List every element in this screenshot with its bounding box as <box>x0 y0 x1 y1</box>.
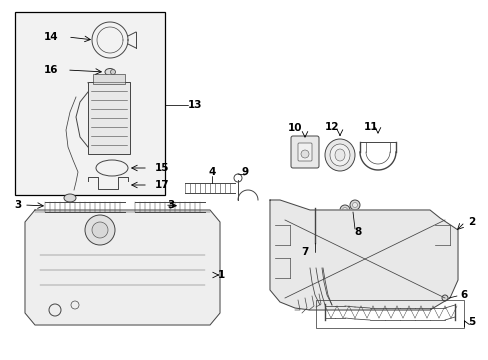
Bar <box>315 300 463 328</box>
Text: 3: 3 <box>15 200 22 210</box>
Bar <box>15 12 164 195</box>
Text: 17: 17 <box>155 180 169 190</box>
Text: 12: 12 <box>324 122 339 132</box>
Polygon shape <box>269 200 457 310</box>
Ellipse shape <box>110 69 115 75</box>
Text: 1: 1 <box>218 270 225 280</box>
Ellipse shape <box>325 139 354 171</box>
Ellipse shape <box>309 225 319 230</box>
Text: 16: 16 <box>43 65 58 75</box>
Circle shape <box>92 222 108 238</box>
FancyBboxPatch shape <box>290 136 318 168</box>
Text: 8: 8 <box>354 227 361 237</box>
Circle shape <box>85 215 115 245</box>
Circle shape <box>352 202 357 207</box>
Polygon shape <box>25 210 220 325</box>
Text: 15: 15 <box>155 163 169 173</box>
Text: 2: 2 <box>467 217 474 227</box>
Text: 4: 4 <box>208 167 215 177</box>
Circle shape <box>347 220 352 225</box>
Text: 5: 5 <box>467 317 474 327</box>
Circle shape <box>345 217 354 227</box>
Circle shape <box>441 295 447 301</box>
Text: 7: 7 <box>301 247 308 257</box>
Ellipse shape <box>329 144 349 166</box>
Text: 3: 3 <box>167 200 174 210</box>
Text: 11: 11 <box>363 122 378 132</box>
Text: 6: 6 <box>459 290 467 300</box>
Ellipse shape <box>334 149 345 161</box>
Ellipse shape <box>105 68 115 76</box>
Text: 14: 14 <box>43 32 58 42</box>
Bar <box>93 74 125 84</box>
Bar <box>88 82 130 154</box>
Circle shape <box>349 200 359 210</box>
Ellipse shape <box>309 213 319 219</box>
Ellipse shape <box>309 234 319 239</box>
FancyBboxPatch shape <box>297 143 311 161</box>
Ellipse shape <box>64 194 76 202</box>
Text: 9: 9 <box>241 167 248 177</box>
Circle shape <box>301 150 308 158</box>
Circle shape <box>342 207 347 212</box>
Circle shape <box>339 205 349 215</box>
Text: 13: 13 <box>187 100 202 110</box>
Text: 10: 10 <box>287 123 302 133</box>
